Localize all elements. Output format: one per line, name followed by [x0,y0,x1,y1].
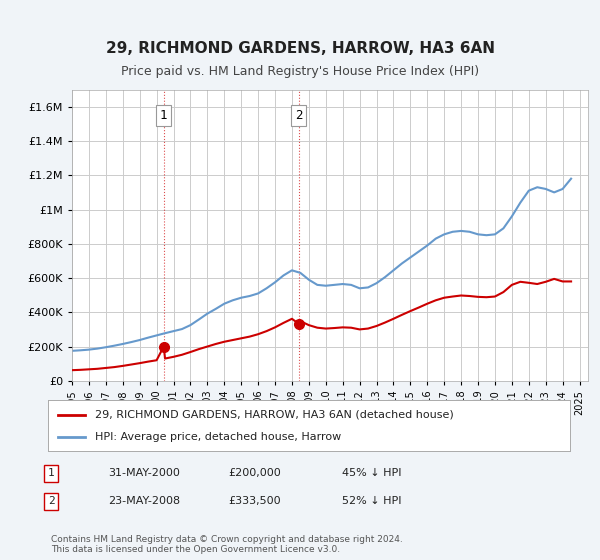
Text: 45% ↓ HPI: 45% ↓ HPI [342,468,401,478]
Text: 52% ↓ HPI: 52% ↓ HPI [342,496,401,506]
Text: 29, RICHMOND GARDENS, HARROW, HA3 6AN (detached house): 29, RICHMOND GARDENS, HARROW, HA3 6AN (d… [95,409,454,419]
Text: Price paid vs. HM Land Registry's House Price Index (HPI): Price paid vs. HM Land Registry's House … [121,66,479,78]
Text: 1: 1 [47,468,55,478]
Text: £333,500: £333,500 [228,496,281,506]
Text: 31-MAY-2000: 31-MAY-2000 [108,468,180,478]
Text: £200,000: £200,000 [228,468,281,478]
Text: HPI: Average price, detached house, Harrow: HPI: Average price, detached house, Harr… [95,432,341,442]
Text: 29, RICHMOND GARDENS, HARROW, HA3 6AN: 29, RICHMOND GARDENS, HARROW, HA3 6AN [106,41,494,56]
Text: 1: 1 [160,109,167,122]
Text: 2: 2 [47,496,55,506]
Text: 2: 2 [295,109,302,122]
Text: 23-MAY-2008: 23-MAY-2008 [108,496,180,506]
Text: Contains HM Land Registry data © Crown copyright and database right 2024.
This d: Contains HM Land Registry data © Crown c… [51,535,403,554]
